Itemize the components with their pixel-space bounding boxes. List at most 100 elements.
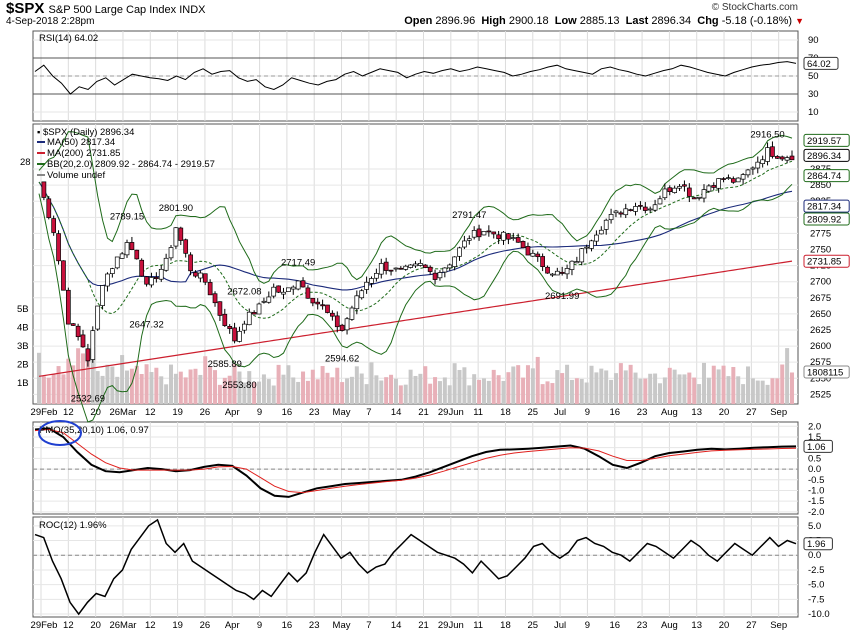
volume-bar xyxy=(159,376,164,404)
roc-x-tick-label: 20 xyxy=(719,620,730,631)
volume-bar xyxy=(457,369,462,404)
quote-line: Open 2896.96 High 2900.18 Low 2885.13 La… xyxy=(404,15,804,27)
candle-body xyxy=(770,146,775,157)
price-annotation: 2916.50 xyxy=(750,129,784,140)
roc-x-tick-label: Jul xyxy=(554,620,566,631)
pmo-current-tag: 1.06 xyxy=(807,442,826,453)
volume-bar xyxy=(511,366,516,404)
price-x-tick-label: 14 xyxy=(391,407,402,418)
candle-body xyxy=(212,293,218,304)
volume-bar xyxy=(374,375,379,404)
price-value-tag-box xyxy=(803,212,850,226)
volume-bar xyxy=(213,370,218,404)
price-value-tag: 2809.92 xyxy=(807,214,841,225)
candle-body xyxy=(56,233,61,262)
candle-body xyxy=(633,206,638,212)
price-legend-entry: MA(200) 2731.85 xyxy=(47,148,120,159)
volume-bar xyxy=(785,348,790,404)
price-value-tag-box xyxy=(803,254,850,268)
candle-body xyxy=(589,240,594,249)
candle-body xyxy=(613,210,619,214)
rsi-y-tick-label: 10 xyxy=(808,107,819,118)
candle-body xyxy=(232,327,237,342)
candle-body xyxy=(320,304,325,307)
pmo-line xyxy=(34,427,797,498)
volume-bar xyxy=(261,374,266,404)
roc-x-tick-label: 19 xyxy=(172,620,183,631)
volume-bar xyxy=(467,385,472,404)
price-left-cut-label: 28 xyxy=(20,157,31,168)
candle-body xyxy=(540,256,545,268)
volume-bar xyxy=(667,367,672,404)
price-value-tag: 2864.74 xyxy=(807,171,841,182)
volume-bar xyxy=(345,378,350,404)
candle-body xyxy=(266,296,272,303)
volume-bar xyxy=(413,375,418,404)
candle-body xyxy=(256,303,262,315)
volume-bar xyxy=(481,378,486,404)
open-label: Open xyxy=(404,15,433,27)
candle-body xyxy=(354,295,360,310)
roc-x-tick-label: Sep xyxy=(770,620,787,631)
volume-bar xyxy=(71,365,76,404)
low-label: Low xyxy=(554,15,577,27)
volume-bar xyxy=(281,374,286,404)
candle-body xyxy=(378,263,384,275)
price-x-tick-label: Sep xyxy=(770,407,787,418)
candle-body xyxy=(388,269,394,272)
volume-bar xyxy=(271,385,276,404)
candle-body xyxy=(290,286,296,290)
volume-bar xyxy=(315,379,320,404)
candle-body xyxy=(774,156,780,159)
high-label: High xyxy=(481,15,506,27)
volume-bar xyxy=(46,377,51,404)
volume-bar xyxy=(555,370,560,404)
candle-body xyxy=(726,177,731,179)
candle-body xyxy=(559,271,565,274)
pmo-y-tick-label: 1.5 xyxy=(808,432,821,443)
roc-current-tag-box xyxy=(803,537,833,551)
volume-bar xyxy=(408,369,413,404)
pmo-title: PMO(35,20,10) 1.06, 0.97 xyxy=(39,425,149,436)
volume-bar xyxy=(154,367,159,404)
candle-body xyxy=(510,237,516,239)
roc-x-tick-label: 27 xyxy=(746,620,757,631)
volume-bar xyxy=(433,377,438,404)
candle-body xyxy=(325,304,330,313)
volume-bar xyxy=(95,371,100,404)
volume-bar xyxy=(613,373,618,404)
roc-x-tick-label: 20 xyxy=(90,620,101,631)
price-x-tick-label: 19 xyxy=(172,407,183,418)
volume-bar xyxy=(716,369,721,404)
candle-body xyxy=(721,178,726,180)
volume-bar xyxy=(579,378,584,404)
volume-bar xyxy=(638,378,643,404)
pmo-signal-line xyxy=(34,428,797,494)
price-y-tick-label: 2575 xyxy=(810,357,831,368)
candle-body xyxy=(569,260,575,270)
candle-body xyxy=(295,280,301,290)
candle-body xyxy=(334,315,340,328)
price-value-tag: 2731.85 xyxy=(807,257,841,268)
candle-body xyxy=(603,219,609,230)
roc-y-tick-label: -2.5 xyxy=(808,565,824,576)
candle-body xyxy=(202,273,208,283)
candle-body xyxy=(462,240,467,248)
rsi-current-tag: 64.02 xyxy=(807,59,831,70)
candle-body xyxy=(227,326,233,329)
price-x-tick-label: Aug xyxy=(661,407,678,418)
volume-bar xyxy=(120,355,125,404)
volume-bar xyxy=(780,364,785,404)
volume-bar xyxy=(66,358,71,404)
candle-body xyxy=(652,204,658,211)
candle-body xyxy=(745,169,751,176)
candle-body xyxy=(491,231,497,235)
panel-frame-pmo xyxy=(32,421,799,515)
volume-bar xyxy=(472,374,477,404)
candle-body xyxy=(100,285,105,306)
candle-body xyxy=(344,318,350,331)
candle-body xyxy=(618,212,624,215)
candle-body xyxy=(628,209,633,211)
roc-x-tick-label: 29Jun xyxy=(438,620,464,631)
candle-body xyxy=(222,313,228,326)
